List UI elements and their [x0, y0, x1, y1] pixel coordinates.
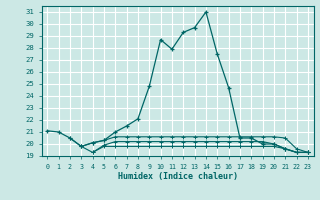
- X-axis label: Humidex (Indice chaleur): Humidex (Indice chaleur): [118, 172, 237, 181]
